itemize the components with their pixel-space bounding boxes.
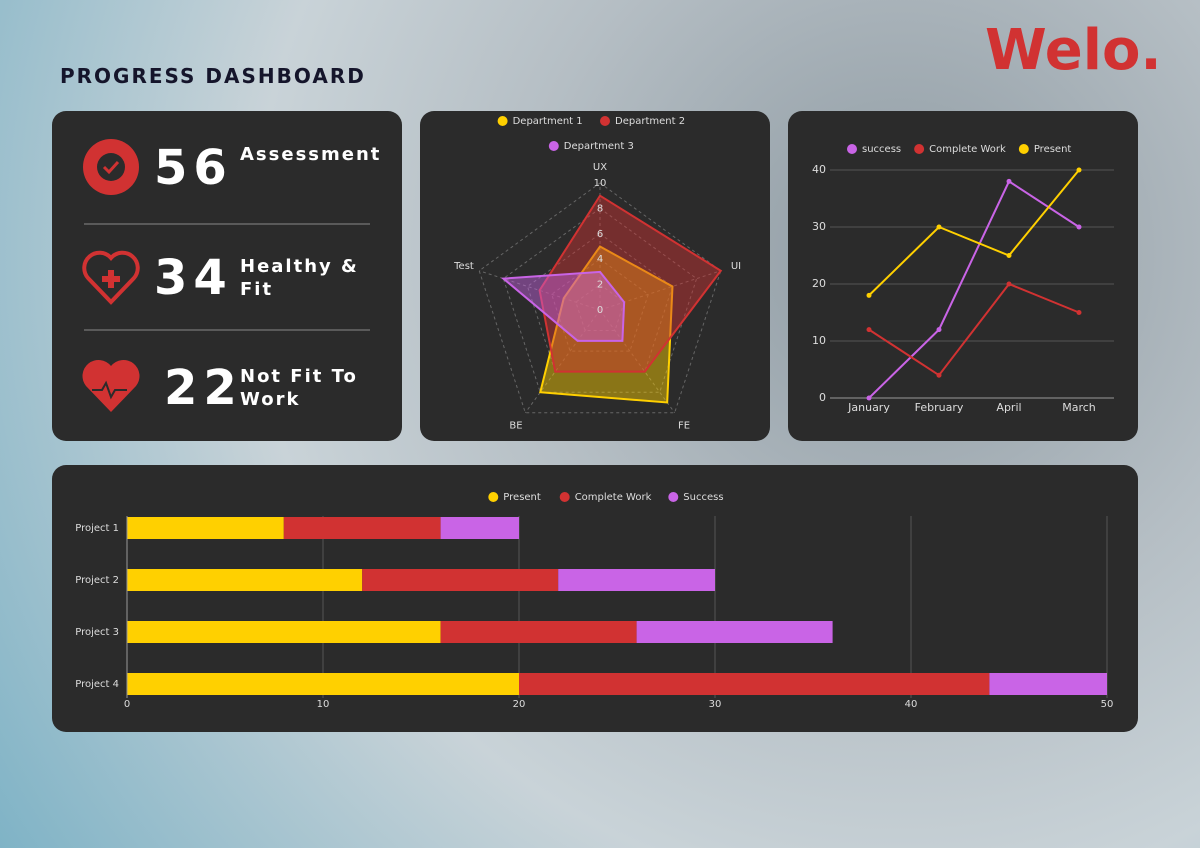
grid-ring — [575, 283, 625, 332]
legend-marker — [847, 144, 857, 154]
point — [1006, 281, 1012, 287]
y-tick-label: Project 2 — [75, 575, 119, 586]
axis-label: BE — [509, 421, 522, 432]
card — [52, 111, 402, 441]
legend-label: success — [862, 144, 901, 155]
bar-segment — [519, 673, 990, 695]
point — [1076, 310, 1082, 315]
y-tick-label: 40 — [812, 163, 826, 176]
point — [936, 224, 942, 230]
x-tick-label: February — [915, 401, 964, 414]
stat-label: Healthy & Fit — [240, 256, 359, 300]
legend-label: Present — [1034, 144, 1072, 155]
point — [866, 292, 872, 298]
line — [868, 179, 1080, 399]
point — [936, 372, 942, 378]
check-icon — [83, 139, 139, 195]
radar-area — [500, 270, 626, 342]
x-tick-label: 20 — [513, 699, 526, 710]
bar-segment — [127, 673, 519, 695]
heart-icon — [82, 359, 140, 412]
legend-marker — [488, 492, 499, 502]
grid-ring — [551, 258, 649, 352]
legend-label: Complete Work — [929, 144, 1006, 155]
axis-label: FE — [678, 421, 690, 432]
bar-segment — [440, 621, 637, 643]
x-tick-label: January — [847, 401, 890, 414]
stat: 22 Not Fit To Work — [80, 360, 390, 416]
x-tick-label: 30 — [709, 699, 722, 710]
x-tick-label: 10 — [317, 699, 330, 710]
bar-segment — [989, 673, 1107, 695]
r-tick-label: 4 — [597, 254, 603, 265]
x-tick-label: 50 — [1101, 699, 1114, 710]
line — [868, 282, 1080, 377]
y-tick-label: 0 — [819, 391, 826, 404]
axis-label: UX — [593, 162, 607, 173]
bar-segment — [127, 517, 284, 539]
r-tick-label: 6 — [597, 229, 603, 240]
point — [866, 327, 872, 333]
bar-segment — [127, 569, 363, 591]
bar-segment — [558, 569, 715, 591]
legend-marker — [600, 116, 610, 126]
r-tick-label: 10 — [594, 178, 607, 189]
point — [936, 327, 942, 333]
point — [866, 395, 872, 401]
radar-area — [539, 245, 674, 404]
legend-marker — [914, 144, 925, 154]
stat-label: Assessment — [240, 143, 382, 165]
grid-ring — [478, 182, 722, 414]
card — [788, 111, 1138, 441]
r-tick-label: 2 — [597, 280, 603, 291]
stat: 34 Healthy & Fit — [80, 250, 390, 306]
x-tick-label: 40 — [905, 699, 918, 710]
point — [1076, 224, 1082, 230]
legend-label: Success — [683, 492, 723, 503]
stat-label: Not Fit To Work — [240, 366, 358, 410]
legend-marker — [668, 492, 679, 502]
stat-value: 34 — [154, 250, 233, 306]
bar-segment — [440, 517, 519, 539]
page-title: PROGRESS DASHBOARD — [60, 64, 366, 88]
point — [1006, 178, 1012, 184]
y-tick-label: Project 1 — [75, 523, 119, 534]
x-tick-label: March — [1062, 401, 1096, 414]
axis-label: UI — [731, 261, 741, 272]
bar-segment — [127, 621, 441, 643]
legend-marker — [1018, 144, 1029, 154]
x-tick-label: April — [996, 401, 1021, 414]
y-tick-label: 20 — [812, 277, 826, 290]
health-icon — [82, 250, 140, 305]
legend-label: Department 2 — [615, 116, 685, 127]
bar-segment — [283, 517, 441, 539]
stat: 56 Assessment — [80, 140, 390, 196]
y-tick-label: Project 3 — [75, 627, 119, 638]
y-tick-label: 10 — [812, 334, 826, 347]
point — [1076, 167, 1082, 173]
legend-label: Department 3 — [564, 141, 634, 152]
y-tick-label: 30 — [812, 220, 826, 233]
bar-segment — [636, 621, 833, 643]
r-tick-label: 8 — [597, 203, 603, 214]
point — [1006, 253, 1012, 258]
legend-label: Present — [503, 492, 541, 503]
bar-segment — [362, 569, 559, 591]
legend-label: Complete Work — [575, 492, 652, 503]
legend-marker — [497, 116, 508, 126]
x-tick-label: 0 — [124, 699, 130, 710]
stat-value: 22 — [164, 360, 243, 416]
r-tick-label: 0 — [597, 305, 603, 316]
y-tick-label: Project 4 — [75, 679, 119, 690]
axis-label: Test — [453, 261, 474, 272]
legend-label: Department 1 — [513, 116, 583, 127]
legend-marker — [548, 141, 559, 151]
legend-marker — [559, 492, 570, 502]
stat-value: 56 — [154, 140, 233, 196]
line — [868, 169, 1080, 297]
logo: Welo. — [985, 18, 1162, 83]
